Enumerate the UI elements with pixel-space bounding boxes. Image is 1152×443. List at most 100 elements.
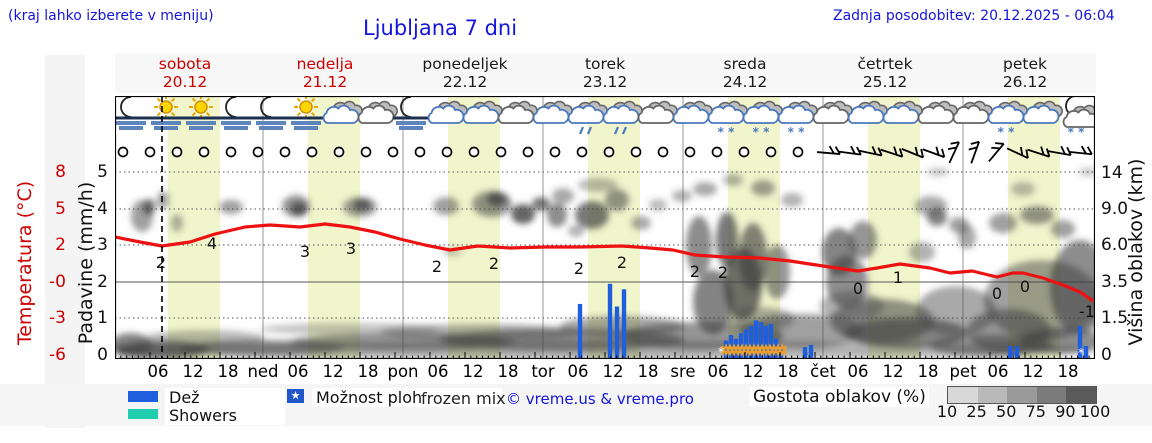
snow-mark: * * (788, 125, 805, 139)
weather-icon-fog-moon (218, 96, 254, 130)
wind-calm-icon (630, 146, 642, 158)
cloud-blob (686, 216, 712, 276)
left-gutter (45, 55, 85, 428)
chance-label: Možnost ploh (312, 388, 502, 407)
day-date-četrtek: 25.12 (862, 73, 908, 91)
x-label-06: 06 (287, 362, 309, 381)
cloud-blob (693, 182, 717, 196)
weather-icon-fog-moon (115, 96, 149, 130)
day-name-sobota: sobota (158, 55, 212, 73)
x-label-12: 12 (742, 362, 764, 381)
x-label-18: 18 (357, 362, 379, 381)
temperature-value-label: 2 (718, 263, 728, 282)
snow-mark: * * (998, 125, 1015, 139)
x-label-18: 18 (1057, 362, 1079, 381)
weather-icon-fog-sun (148, 96, 184, 130)
cloud-blob (171, 214, 183, 232)
density-tick-100: 100 (1079, 402, 1111, 421)
wind-barb-icon (901, 146, 925, 159)
day-date-torek: 23.12 (582, 73, 628, 91)
temp-axis-label: Temperatura (°C) (14, 180, 36, 346)
cloud-blob (433, 197, 459, 215)
weather-icon-cloud-gray (497, 100, 538, 124)
density-tick-50: 50 (996, 402, 1017, 421)
daylight-band (448, 96, 500, 359)
cloud-blob (958, 225, 976, 249)
x-label-06: 06 (427, 362, 449, 381)
wind-barb-icon (816, 145, 841, 155)
weather-icon-cloud-blue (532, 100, 573, 124)
weather-icon-cloud-gray (917, 100, 958, 124)
density-segment (1007, 387, 1037, 403)
cloud-tick: 14 (1101, 163, 1123, 183)
weather-icon-rain-cloud (602, 100, 643, 135)
day-date-ponedeljek: 22.12 (442, 73, 488, 91)
x-label-06: 06 (567, 362, 589, 381)
cloud-blob (927, 208, 947, 226)
precip-bar (748, 325, 754, 359)
wind-barb-icon (947, 141, 960, 164)
weather-icon-cloud-blue (847, 100, 888, 124)
wind-calm-icon (441, 146, 453, 158)
day-name-ponedeljek: ponedeljek (422, 55, 508, 73)
precip-tick: 1 (97, 308, 108, 328)
wind-calm-icon (603, 146, 615, 158)
wind-calm-icon (495, 146, 507, 158)
cloud-blob (1079, 168, 1095, 176)
wind-calm-icon (360, 146, 372, 158)
weather-icon-fog-sun (288, 96, 324, 130)
precip-bar (768, 324, 774, 359)
precip-tick: 0 (97, 345, 108, 365)
wind-barb-icon (880, 146, 904, 158)
cloud-blob (781, 193, 803, 207)
wind-calm-icon (144, 146, 156, 158)
cloud-blob (649, 199, 667, 211)
wind-calm-icon (549, 146, 561, 158)
wind-calm-icon (198, 146, 210, 158)
temp-tick: 2 (55, 235, 66, 255)
wind-barb-icon (859, 146, 883, 157)
cloud-blob (547, 203, 567, 227)
wind-calm-icon (765, 146, 777, 158)
cloud-blob (764, 245, 790, 299)
x-label-12: 12 (182, 362, 204, 381)
x-label-18: 18 (777, 362, 799, 381)
weather-icon-cloud-gray (637, 100, 678, 124)
density-tick-10: 10 (936, 402, 958, 421)
temperature-value-label: 0 (853, 279, 863, 298)
plot-frame (115, 96, 1095, 359)
density-tick-90: 90 (1055, 402, 1076, 421)
moon-icon (225, 96, 237, 118)
day-header-band (115, 53, 1096, 93)
temp-tick: -0 (49, 272, 66, 292)
wind-calm-icon (684, 146, 696, 158)
temperature-value-label: -1 (1079, 302, 1095, 321)
cloud-blob (487, 192, 507, 206)
cloud-blob (730, 307, 794, 331)
x-label-pet: pet (949, 362, 977, 381)
x-label-pon: pon (387, 362, 419, 381)
cloud-blob (568, 225, 584, 237)
x-label-ned: ned (247, 362, 279, 381)
x-label-06: 06 (987, 362, 1009, 381)
sun-ray (205, 111, 211, 117)
wind-barb-icon (988, 142, 1005, 163)
x-label-06: 06 (147, 362, 169, 381)
frozen-mix-marker (721, 343, 787, 357)
cloud-blob (353, 199, 371, 211)
front-cloud (357, 104, 395, 124)
copyright: © vreme.us & vreme.pro (506, 390, 694, 408)
cloud-tick: 1.5 (1101, 308, 1129, 328)
sun-ray (296, 97, 302, 103)
cloud-blob (575, 201, 609, 229)
x-label-06: 06 (707, 362, 729, 381)
x-label-12: 12 (462, 362, 484, 381)
temperature-line (115, 222, 1094, 303)
wind-calm-icon (468, 146, 480, 158)
precip-star-icon: * (803, 349, 809, 359)
snow-mark: * * (1068, 125, 1085, 139)
rain-mark (586, 126, 593, 135)
day-date-sobota: 20.12 (162, 73, 208, 91)
cloud-density-label: Gostota oblakov (%) (750, 387, 929, 407)
wind-calm-icon (711, 146, 723, 158)
